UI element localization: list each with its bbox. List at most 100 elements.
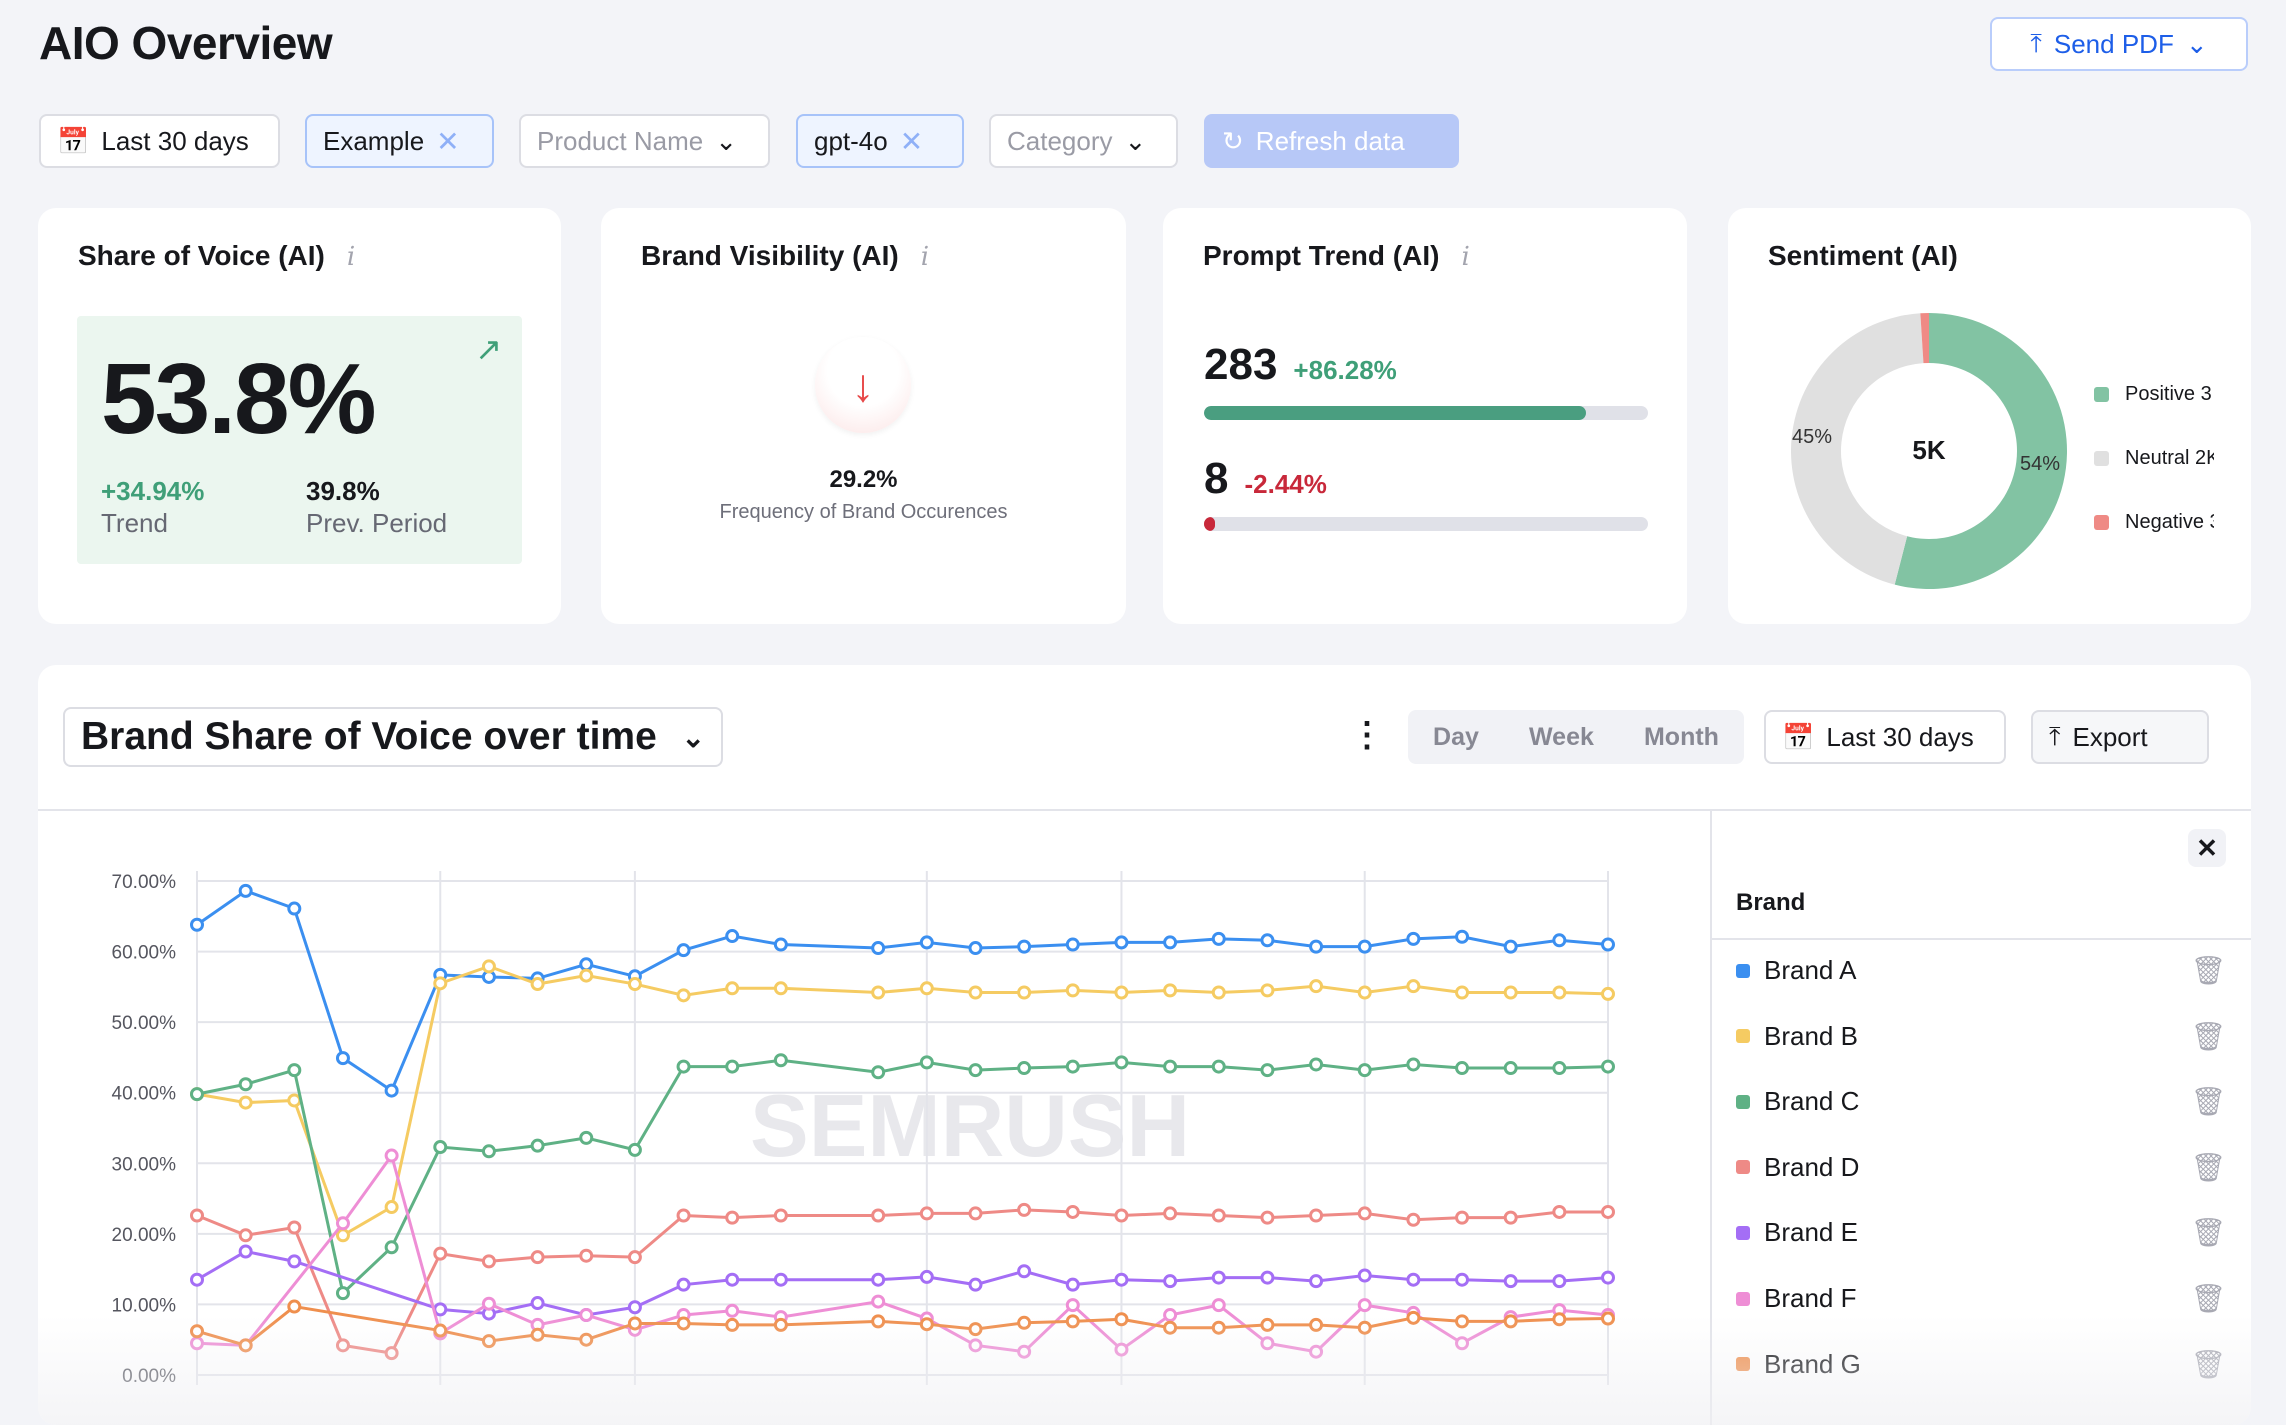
data-point[interactable]: [1357, 1063, 1372, 1078]
data-point[interactable]: [725, 981, 740, 996]
data-point[interactable]: [384, 1148, 399, 1163]
data-point[interactable]: [871, 1272, 886, 1287]
data-point[interactable]: [1065, 937, 1080, 952]
data-point[interactable]: [627, 977, 642, 992]
data-point[interactable]: [1065, 1204, 1080, 1219]
data-point[interactable]: [238, 883, 253, 898]
data-point[interactable]: [1260, 933, 1275, 948]
data-point[interactable]: [1455, 1061, 1470, 1076]
data-point[interactable]: [1503, 985, 1518, 1000]
data-point[interactable]: [871, 941, 886, 956]
data-point[interactable]: [335, 1051, 350, 1066]
data-point[interactable]: [1601, 1270, 1615, 1285]
data-point[interactable]: [238, 1228, 253, 1243]
data-point[interactable]: [919, 1206, 934, 1221]
data-point[interactable]: [1017, 985, 1032, 1000]
data-point[interactable]: [384, 1083, 399, 1098]
data-point[interactable]: [968, 1063, 983, 1078]
data-point[interactable]: [1406, 979, 1421, 994]
data-point[interactable]: [773, 1272, 788, 1287]
data-point[interactable]: [481, 1296, 496, 1311]
data-point[interactable]: [1163, 935, 1178, 950]
data-point[interactable]: [1601, 1059, 1615, 1074]
data-point[interactable]: [1114, 935, 1129, 950]
data-point[interactable]: [530, 977, 545, 992]
data-point[interactable]: [1601, 1204, 1615, 1219]
granularity-day[interactable]: Day: [1433, 722, 1479, 751]
data-point[interactable]: [1017, 1202, 1032, 1217]
data-point[interactable]: [725, 1059, 740, 1074]
data-point[interactable]: [335, 1228, 350, 1243]
data-point[interactable]: [1309, 1057, 1324, 1072]
data-point[interactable]: [433, 1302, 448, 1317]
legend-item[interactable]: Brand F 🗑: [1736, 1283, 2226, 1314]
refresh-data-button[interactable]: ↻ Refresh data: [1204, 114, 1459, 168]
data-point[interactable]: [1260, 1270, 1275, 1285]
data-point[interactable]: [579, 957, 594, 972]
donut-slice[interactable]: [1894, 313, 2067, 589]
data-point[interactable]: [1309, 979, 1324, 994]
data-point[interactable]: [1601, 986, 1615, 1001]
info-icon[interactable]: i: [1461, 242, 1470, 272]
data-point[interactable]: [627, 1250, 642, 1265]
trash-icon[interactable]: 🗑: [2190, 1020, 2226, 1052]
legend-item[interactable]: Brand E 🗑: [1736, 1217, 2226, 1248]
data-point[interactable]: [481, 959, 496, 974]
data-point[interactable]: [725, 929, 740, 944]
data-point[interactable]: [1552, 1204, 1567, 1219]
data-point[interactable]: [335, 1216, 350, 1231]
data-point[interactable]: [773, 1053, 788, 1068]
data-point[interactable]: [287, 901, 302, 916]
data-point[interactable]: [1211, 1298, 1226, 1313]
data-point[interactable]: [627, 1300, 642, 1315]
data-point[interactable]: [1601, 937, 1615, 952]
data-point[interactable]: [384, 1240, 399, 1255]
data-point[interactable]: [1114, 1208, 1129, 1223]
trash-icon[interactable]: 🗑: [2190, 1217, 2226, 1249]
data-point[interactable]: [190, 917, 204, 932]
data-point[interactable]: [1163, 1206, 1178, 1221]
category-select[interactable]: Category ⌄: [989, 114, 1178, 168]
data-point[interactable]: [287, 1254, 302, 1269]
data-point[interactable]: [1406, 1272, 1421, 1287]
data-point[interactable]: [1065, 1298, 1080, 1313]
data-point[interactable]: [968, 941, 983, 956]
data-point[interactable]: [1065, 983, 1080, 998]
data-point[interactable]: [1357, 939, 1372, 954]
data-point[interactable]: [384, 1200, 399, 1215]
data-point[interactable]: [1406, 1212, 1421, 1227]
data-point[interactable]: [1017, 1264, 1032, 1279]
data-point[interactable]: [1163, 1059, 1178, 1074]
model-filter[interactable]: gpt-4o ✕: [796, 114, 964, 168]
data-point[interactable]: [1211, 931, 1226, 946]
data-point[interactable]: [238, 1077, 253, 1092]
data-point[interactable]: [968, 1277, 983, 1292]
data-point[interactable]: [968, 985, 983, 1000]
data-point[interactable]: [1309, 1274, 1324, 1289]
data-point[interactable]: [1455, 929, 1470, 944]
info-icon[interactable]: i: [920, 242, 930, 272]
data-point[interactable]: [433, 1246, 448, 1261]
data-point[interactable]: [579, 1248, 594, 1263]
data-point[interactable]: [676, 988, 691, 1003]
data-point[interactable]: [1455, 985, 1470, 1000]
data-point[interactable]: [287, 1093, 302, 1108]
legend-positive[interactable]: Positive 3: [2094, 383, 2212, 406]
data-point[interactable]: [1211, 985, 1226, 1000]
data-point[interactable]: [725, 1272, 740, 1287]
send-pdf-button[interactable]: ⤒ Send PDF ⌄: [1990, 17, 2248, 71]
data-point[interactable]: [481, 1144, 496, 1159]
legend-negative[interactable]: Negative 3: [2094, 511, 2214, 534]
info-icon[interactable]: i: [346, 242, 356, 272]
data-point[interactable]: [1503, 939, 1518, 954]
data-point[interactable]: [579, 1130, 594, 1145]
data-point[interactable]: [1357, 1268, 1372, 1283]
data-point[interactable]: [1455, 1210, 1470, 1225]
trash-icon[interactable]: 🗑: [2190, 1283, 2226, 1314]
data-point[interactable]: [530, 1138, 545, 1153]
data-point[interactable]: [676, 943, 691, 958]
data-point[interactable]: [1357, 1206, 1372, 1221]
data-point[interactable]: [190, 1208, 204, 1223]
data-point[interactable]: [919, 935, 934, 950]
data-point[interactable]: [287, 1299, 302, 1314]
